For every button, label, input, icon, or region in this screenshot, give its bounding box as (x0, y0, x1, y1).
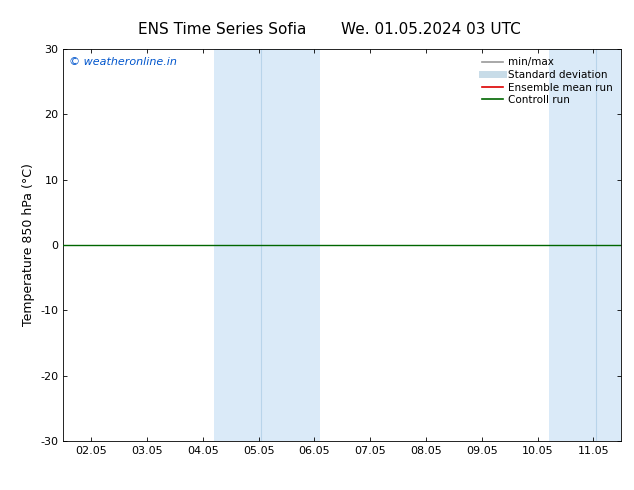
Legend: min/max, Standard deviation, Ensemble mean run, Controll run: min/max, Standard deviation, Ensemble me… (479, 54, 616, 108)
Y-axis label: Temperature 850 hPa (°C): Temperature 850 hPa (°C) (22, 164, 35, 326)
Text: ENS Time Series Sofia: ENS Time Series Sofia (138, 22, 306, 37)
Bar (549, 49, 621, 441)
Bar (214, 49, 320, 441)
Text: We. 01.05.2024 03 UTC: We. 01.05.2024 03 UTC (341, 22, 521, 37)
Text: © weatheronline.in: © weatheronline.in (69, 57, 177, 67)
